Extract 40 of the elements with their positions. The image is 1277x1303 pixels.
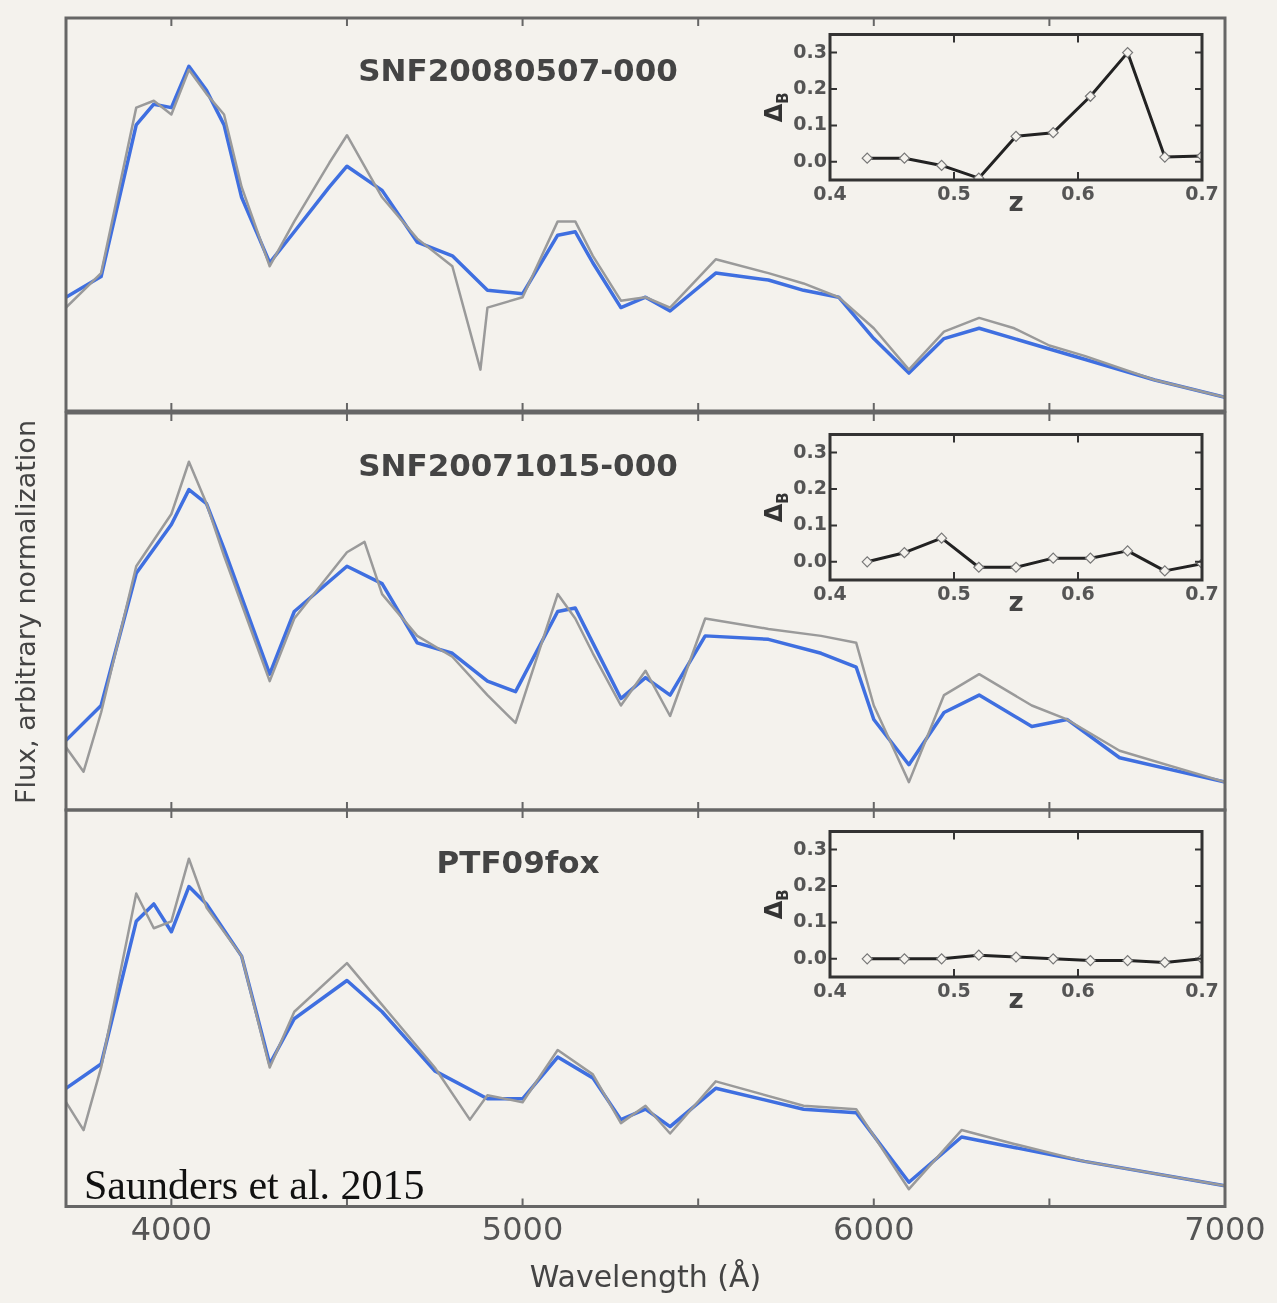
chart-title: SNF20080507-000 [358, 52, 678, 89]
y-axis-title: ΔB [760, 492, 792, 523]
x-tick-label: 0.4 [813, 182, 847, 205]
x-tick-label: 0.5 [937, 182, 971, 205]
y-tick-label: 0.3 [793, 836, 827, 859]
x-tick-label: 0.4 [813, 979, 847, 1002]
y-axis-title: Flux, arbitrary normalization [10, 419, 41, 804]
x-tick-label: 0.5 [937, 979, 971, 1002]
y-tick-label: 0.0 [793, 945, 827, 968]
y-axis-title: ΔB [760, 889, 792, 920]
annotation: Saunders et al. 2015 [84, 1161, 425, 1208]
chart-title: SNF20071015-000 [358, 447, 678, 484]
y-axis-title: ΔB [760, 92, 792, 123]
x-tick-label: 0.7 [1185, 182, 1219, 205]
x-tick-label: 4000 [130, 1210, 213, 1249]
x-tick-label: 0.5 [937, 582, 971, 605]
x-tick-label: 0.6 [1061, 979, 1095, 1002]
y-tick-label: 0.0 [793, 148, 827, 171]
x-tick-label: 5000 [481, 1210, 564, 1249]
y-tick-label: 0.1 [793, 909, 827, 932]
y-tick-label: 0.1 [793, 112, 827, 135]
x-tick-label: 0.7 [1185, 582, 1219, 605]
y-tick-label: 0.1 [793, 512, 827, 535]
y-tick-label: 0.2 [793, 75, 827, 98]
x-tick-label: 0.7 [1185, 979, 1219, 1002]
y-tick-label: 0.0 [793, 548, 827, 571]
y-tick-label: 0.2 [793, 475, 827, 498]
chart-title: PTF09fox [436, 844, 600, 881]
y-tick-label: 0.3 [793, 39, 827, 62]
x-axis-title: Wavelength (Å) [529, 1258, 762, 1294]
x-tick-label: 0.4 [813, 582, 847, 605]
x-axis-title: z [1008, 187, 1024, 218]
x-tick-label: 0.6 [1061, 582, 1095, 605]
x-axis-title: z [1008, 587, 1024, 618]
x-tick-label: 0.6 [1061, 182, 1095, 205]
y-tick-label: 0.2 [793, 872, 827, 895]
x-tick-label: 7000 [1184, 1210, 1266, 1249]
x-axis-title: z [1008, 984, 1024, 1015]
x-tick-label: 6000 [833, 1210, 915, 1249]
y-tick-label: 0.3 [793, 439, 827, 462]
